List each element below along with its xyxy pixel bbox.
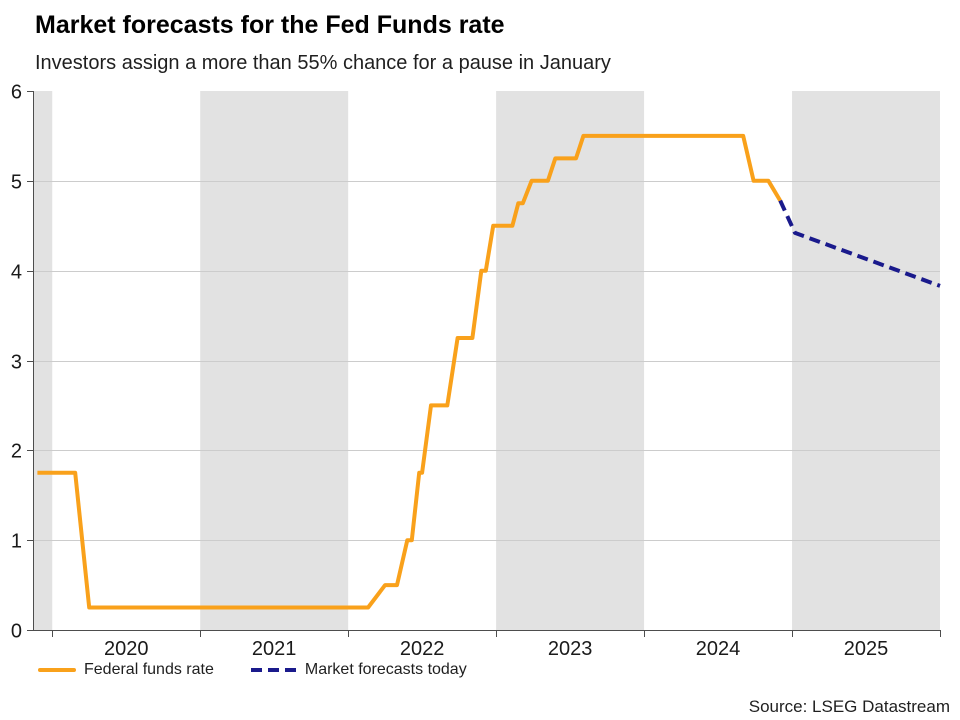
y-tick-label: 1 <box>11 531 22 553</box>
y-tick-label: 0 <box>11 621 22 643</box>
legend-item-federal-funds-rate: Federal funds rate <box>38 661 214 679</box>
chart-title: Market forecasts for the Fed Funds rate <box>35 11 505 39</box>
y-tick-label: 2 <box>11 441 22 463</box>
x-tick-label: 2022 <box>400 638 445 660</box>
shaded-year-band <box>496 91 645 630</box>
y-tick-label: 4 <box>11 262 22 284</box>
shaded-year-band <box>792 91 940 630</box>
legend-label-market-forecasts-today: Market forecasts today <box>304 661 467 678</box>
y-tick-label: 3 <box>11 352 22 374</box>
x-tick-label: 2024 <box>696 638 741 660</box>
x-tick-label: 2021 <box>252 638 297 660</box>
x-tick-label: 2025 <box>844 638 889 660</box>
shaded-year-band <box>200 91 349 630</box>
x-tick-label: 2023 <box>548 638 593 660</box>
y-tick-label: 5 <box>11 172 22 194</box>
legend: Federal funds rate Market forecasts toda… <box>38 661 467 679</box>
legend-item-market-forecasts-today: Market forecasts today <box>250 661 467 679</box>
dashed-line-swatch-icon <box>250 668 296 672</box>
shaded-year-band <box>33 91 53 630</box>
series-federal-funds-rate <box>37 133 782 610</box>
source-credit: Source: LSEG Datastream <box>748 697 950 716</box>
legend-label-federal-funds-rate: Federal funds rate <box>84 661 214 678</box>
y-tick-label: 6 <box>11 82 22 104</box>
series-market-forecasts-today <box>778 199 941 288</box>
chart-subtitle: Investors assign a more than 55% chance … <box>35 52 611 74</box>
solid-line-swatch-icon <box>38 668 76 672</box>
x-tick-label: 2020 <box>104 638 149 660</box>
